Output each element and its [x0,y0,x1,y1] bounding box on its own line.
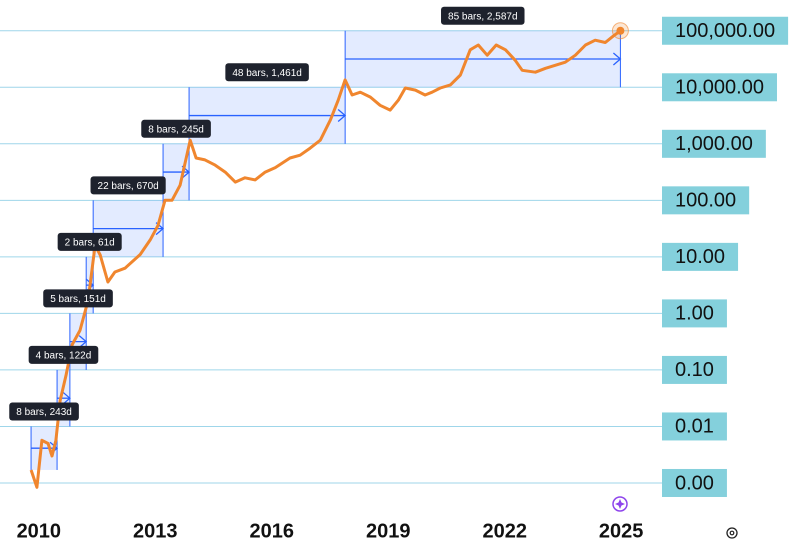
measure-tag-bg [225,63,309,82]
y-tick-box [662,16,789,45]
measure-label: 85 bars, 2,587d [448,11,518,22]
measure-tag: 8 bars, 245d [141,119,211,138]
y-tick-label: 1.00 [675,303,714,325]
settings-icon[interactable] [726,527,738,539]
x-tick-label: 2016 [250,520,295,542]
x-tick-label: 2025 [599,520,644,542]
measure-label: 8 bars, 243d [16,407,72,418]
measure-tag: 85 bars, 2,587d [441,6,525,25]
y-tick-box [662,299,727,328]
measure-label: 8 bars, 245d [148,124,204,135]
x-tick-label: 2022 [482,520,527,542]
measure-tag-bg [43,289,113,308]
x-tick-label: 2019 [366,520,411,542]
measure-tag-bg [57,232,122,251]
measure-tag-bg [90,176,166,195]
measure-tag: 8 bars, 243d [9,402,79,421]
measure-label: 2 bars, 61d [65,238,115,249]
measure-arrowhead [62,391,71,405]
labels: 100,000.00 10,000.00 1,000.00 100.00 10.00 1.… [9,6,789,542]
y-tick-label: 100,000.00 [675,20,775,42]
y-tick-box [662,186,750,215]
y-tick-label: 0.10 [675,359,714,381]
y-tick-box [662,468,727,497]
y-tick-box [662,355,727,384]
measure-tag-bg [9,402,79,421]
last-point [616,26,625,35]
measure-label: 48 bars, 1,461d [232,68,302,79]
measure-label: 4 bars, 122d [36,351,92,362]
measure-tag: 22 bars, 670d [90,176,166,195]
y-tick-label: 0.01 [675,416,714,438]
add-icon[interactable] [612,496,628,512]
y-tick-label: 10.00 [675,246,725,268]
x-tick-label: 2013 [133,520,178,542]
y-tick-label: 1,000.00 [675,133,753,155]
measure-tag: 4 bars, 122d [28,345,99,364]
measure-tag-bg [28,345,99,364]
y-tick-box [662,242,739,271]
y-tick-box [662,412,727,441]
measure-tag-bg [441,6,525,25]
measure-tag: 48 bars, 1,461d [225,63,309,82]
y-tick-box [662,73,777,102]
measure-label: 5 bars, 151d [50,294,106,305]
x-tick-label: 2010 [17,520,62,542]
measure-tag-bg [141,119,211,138]
measure-label: 22 bars, 670d [98,181,159,192]
y-tick-label: 10,000.00 [675,77,764,99]
measure-tag: 2 bars, 61d [57,232,122,251]
y-tick-label: 100.00 [675,190,736,212]
y-tick-label: 0.00 [675,472,714,494]
measure-arrowhead [612,52,622,66]
y-tick-box [662,129,766,158]
measure-tag: 5 bars, 151d [43,289,113,308]
grid [0,30,662,484]
measure-arrowhead [337,109,347,123]
measure-arrowhead [78,335,88,349]
